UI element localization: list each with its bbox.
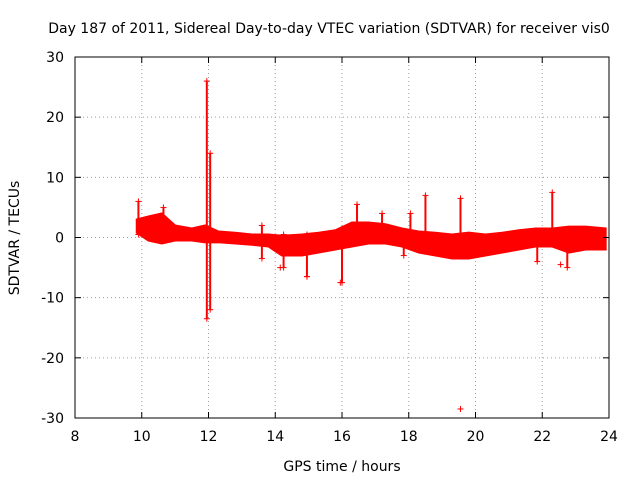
y-tick-label: 0 — [55, 231, 64, 247]
sdtvar-band — [135, 212, 607, 260]
sdtvar-marker — [207, 306, 214, 313]
sdtvar-marker — [564, 264, 571, 271]
sdtvar-marker — [303, 231, 310, 238]
sdtvar-marker — [339, 225, 345, 232]
sdtvar-marker — [549, 189, 556, 196]
sdtvar-marker — [407, 210, 414, 217]
sdtvar-marker — [457, 195, 464, 202]
sdtvar-marker — [354, 201, 361, 208]
sdtvar-marker — [379, 234, 386, 241]
sdtvar-marker — [534, 228, 541, 235]
sdtvar-marker — [280, 231, 287, 238]
sdtvar-point — [457, 405, 464, 412]
x-tick-label: 20 — [467, 429, 485, 445]
sdtvar-marker — [422, 240, 429, 247]
chart-title: Day 187 of 2011, Sidereal Day-to-day VTE… — [48, 21, 610, 37]
sdtvar-marker — [457, 240, 464, 247]
y-tick-label: -20 — [41, 351, 64, 367]
sdtvar-marker — [534, 258, 541, 265]
y-tick-label: 10 — [46, 170, 64, 186]
sdtvar-marker — [207, 150, 214, 157]
y-axis-title: SDTVAR / TECUs — [7, 181, 23, 296]
sdtvar-marker — [354, 240, 361, 247]
data-layer — [135, 78, 607, 412]
sdtvar-marker — [258, 255, 265, 262]
sdtvar-marker — [379, 210, 386, 217]
sdtvar-marker — [258, 222, 265, 229]
sdtvar-marker — [203, 315, 210, 322]
sdtvar-marker — [203, 78, 210, 85]
sdtvar-marker — [135, 231, 142, 238]
y-tick-label: 30 — [46, 50, 64, 66]
sdtvar-point — [277, 264, 284, 271]
x-tick-label: 14 — [266, 429, 284, 445]
x-tick-label: 12 — [200, 429, 218, 445]
y-tick-label: -10 — [41, 291, 64, 307]
sdtvar-point — [303, 273, 310, 280]
sdtvar-marker — [549, 240, 556, 247]
y-tick-label: 20 — [46, 110, 64, 126]
sdtvar-marker — [160, 234, 167, 241]
sdtvar-marker — [400, 252, 407, 259]
sdtvar-marker — [135, 198, 142, 205]
sdtvar-marker — [422, 192, 429, 199]
sdtvar-point — [337, 279, 344, 286]
x-tick-label: 16 — [333, 429, 351, 445]
sdtvar-marker — [564, 228, 571, 235]
x-tick-label: 18 — [400, 429, 418, 445]
x-tick-label: 8 — [71, 429, 80, 445]
y-tick-label: -30 — [41, 411, 64, 427]
axis-ticks: 8 10 12 14 16 18 20 22 24 -30 -20 -10 0 10 20 30 — [41, 50, 618, 445]
x-tick-label: 10 — [133, 429, 151, 445]
sdtvar-marker — [400, 228, 407, 235]
sdtvar-marker — [160, 204, 167, 211]
x-tick-label: 24 — [600, 429, 618, 445]
sdtvar-marker — [407, 240, 414, 247]
sdtvar-point — [557, 261, 564, 268]
x-axis-title: GPS time / hours — [283, 459, 400, 475]
x-tick-label: 22 — [533, 429, 551, 445]
